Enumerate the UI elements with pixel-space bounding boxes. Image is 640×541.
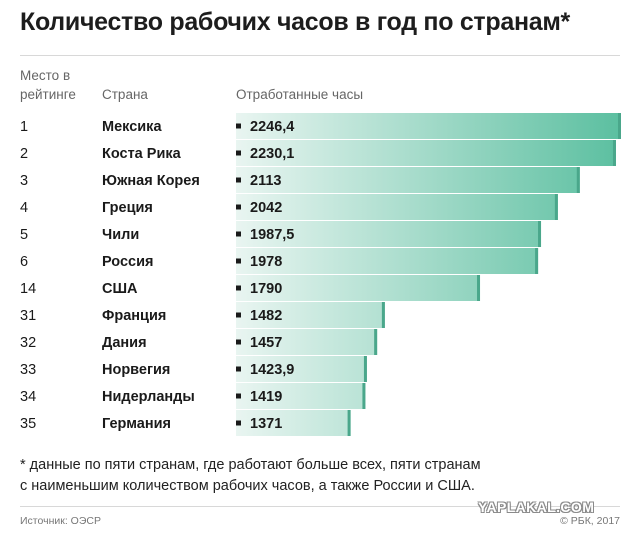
rank-label: 34 (20, 389, 36, 405)
bar-marker (236, 312, 241, 318)
source-text: Источник: ОЭСР (20, 515, 101, 527)
bar-marker (236, 420, 241, 426)
bar-edge (612, 140, 616, 166)
bar (236, 194, 558, 220)
bar-edge (374, 329, 378, 355)
rank-label: 3 (20, 173, 28, 189)
bar-marker (236, 366, 241, 372)
footnote: * данные по пяти странам, где работают б… (20, 455, 481, 497)
bar-marker (236, 231, 241, 237)
rank-label: 31 (20, 308, 36, 324)
bar-chart: 1 Мексика 2246,4 2 Коста Рика 2230,1 3 Южная Ко… (20, 113, 621, 436)
country-label: Мексика (102, 119, 162, 135)
rank-label: 6 (20, 254, 28, 270)
country-label: Греция (102, 200, 153, 216)
bar-edge (535, 248, 539, 274)
bar (236, 329, 378, 355)
footnote-line-2: с наименьшим количеством рабочих часов, … (20, 478, 475, 494)
bar (236, 410, 351, 436)
country-label: Южная Корея (102, 173, 200, 189)
country-label: Германия (102, 416, 171, 432)
rank-label: 33 (20, 362, 36, 378)
chart-title: Количество рабочих часов в год по страна… (20, 8, 570, 36)
bar (236, 275, 481, 301)
country-label: Норвегия (102, 362, 170, 378)
value-label: 1371 (250, 416, 282, 432)
bar (236, 113, 621, 139)
bar-marker (236, 285, 241, 291)
value-label: 2246,4 (250, 119, 294, 135)
bar-edge (363, 356, 367, 382)
bar-edge (538, 221, 542, 247)
bar-marker (236, 393, 241, 399)
rank-label: 5 (20, 227, 28, 243)
rank-label: 14 (20, 281, 36, 297)
value-label: 1482 (250, 308, 282, 324)
value-label: 1790 (250, 281, 282, 297)
country-label: Франция (102, 308, 166, 324)
country-label: Коста Рика (102, 146, 182, 162)
bar-marker (236, 123, 241, 129)
rank-label: 4 (20, 200, 28, 216)
rank-label: 32 (20, 335, 36, 351)
bar (236, 383, 366, 409)
value-label: 1419 (250, 389, 282, 405)
value-label: 1978 (250, 254, 282, 270)
bar-edge (362, 383, 366, 409)
value-label: 2230,1 (250, 146, 294, 162)
value-label: 1987,5 (250, 227, 294, 243)
rank-label: 35 (20, 416, 36, 432)
footer-divider (20, 506, 620, 507)
bar-marker (236, 204, 241, 210)
bar-marker (236, 339, 241, 345)
bar-edge (477, 275, 481, 301)
bar (236, 356, 367, 382)
country-label: Чили (102, 227, 139, 243)
bar-edge (576, 167, 580, 193)
watermark-logo: YAPLAKAL.COM (478, 499, 595, 515)
country-label: Нидерланды (102, 389, 195, 405)
bar-edge (347, 410, 351, 436)
rank-label: 2 (20, 146, 28, 162)
country-label: США (102, 281, 138, 297)
copyright-text: © РБК, 2017 (560, 515, 620, 527)
country-label: Дания (102, 335, 147, 351)
rank-label: 1 (20, 119, 28, 135)
header-country: Страна (102, 87, 148, 102)
value-label: 1423,9 (250, 362, 294, 378)
bar-marker (236, 177, 241, 183)
header-hours: Отработанные часы (236, 87, 364, 102)
bar (236, 302, 385, 328)
labels-group: 1 Мексика 2246,4 2 Коста Рика 2230,1 3 Южная Ко… (20, 119, 294, 432)
bar-edge (618, 113, 621, 139)
bar-edge (381, 302, 385, 328)
bar (236, 248, 539, 274)
bar (236, 221, 542, 247)
header-rank: Место в рейтинге (20, 68, 76, 102)
value-label: 2113 (250, 173, 281, 189)
bar (236, 167, 580, 193)
bars-group (236, 113, 621, 436)
bar-marker (236, 258, 241, 264)
title-divider (20, 55, 620, 56)
bar-edge (554, 194, 558, 220)
value-label: 1457 (250, 335, 282, 351)
value-label: 2042 (250, 200, 282, 216)
bar-marker (236, 150, 241, 156)
bar (236, 140, 616, 166)
footnote-line-1: * данные по пяти странам, где работают б… (20, 457, 481, 473)
country-label: Россия (102, 254, 153, 270)
